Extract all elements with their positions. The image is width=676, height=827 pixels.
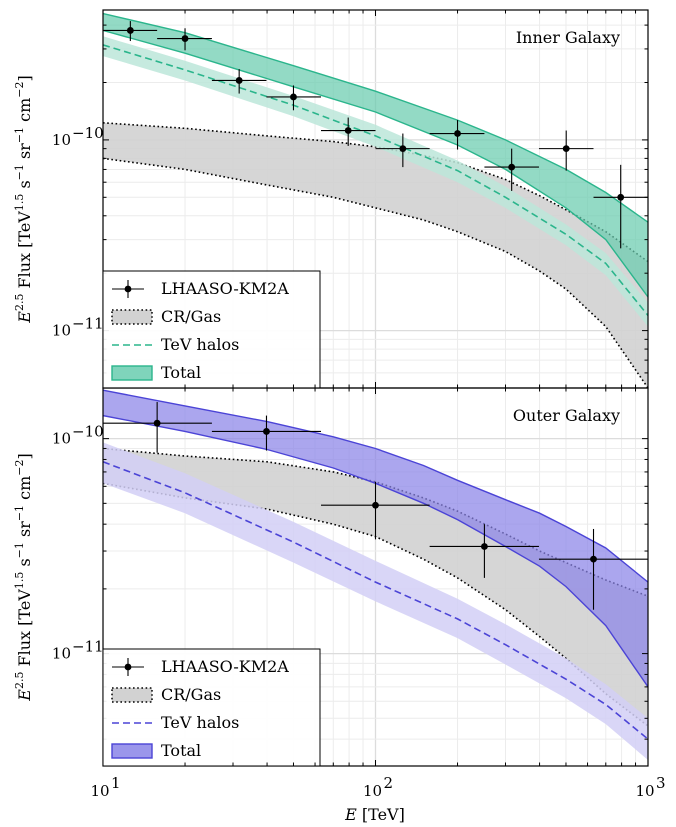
inner-data-point bbox=[429, 120, 485, 150]
outer-data-point bbox=[321, 481, 430, 540]
inner-data-point bbox=[484, 148, 539, 191]
inner-data-points bbox=[103, 21, 648, 249]
data-marker bbox=[454, 130, 461, 137]
inner-data-point bbox=[157, 28, 212, 51]
inner-total-fill bbox=[103, 13, 648, 297]
legend-item-tev-halos: TeV halos bbox=[112, 335, 239, 354]
inner-tev-halos bbox=[103, 36, 648, 327]
inner-panel-title: Inner Galaxy bbox=[516, 28, 620, 47]
inner-tev-halos-line bbox=[103, 44, 648, 317]
x-tick-label: 10 bbox=[363, 782, 382, 800]
outer-data-point bbox=[429, 524, 539, 578]
legend-item-crgas: CR/Gas bbox=[111, 307, 221, 326]
outer-tev-halos-band bbox=[103, 442, 648, 760]
data-marker bbox=[153, 419, 161, 427]
data-marker bbox=[181, 35, 189, 42]
outer-y-axis-label: E2.5 Flux [TeV1.5 s−1 sr−1 cm−2] bbox=[13, 453, 34, 701]
inner-y-axis-label: E2.5 Flux [TeV1.5 s−1 sr−1 cm−2] bbox=[13, 75, 34, 323]
y-tick-exponent: −10 bbox=[72, 423, 104, 441]
inner-legend: LHAASO-KM2A CR/Gas TeV halos Total bbox=[102, 270, 321, 389]
x-axis-label: E [TeV] bbox=[344, 805, 405, 824]
data-marker bbox=[617, 193, 625, 201]
data-marker bbox=[290, 93, 297, 101]
data-marker bbox=[344, 127, 352, 134]
legend-label-lhaaso: LHAASO-KM2A bbox=[161, 279, 289, 298]
legend-item-lhaaso: LHAASO-KM2A bbox=[112, 279, 289, 298]
y-tick-label: 10 bbox=[52, 430, 71, 448]
y-tick-label: 10 bbox=[52, 131, 71, 149]
y-tick-exponent: −10 bbox=[72, 124, 104, 142]
data-marker bbox=[562, 145, 570, 153]
outer-total-lower-edge bbox=[103, 414, 648, 688]
legend-label-crgas: CR/Gas bbox=[161, 685, 221, 704]
inner-data-point bbox=[103, 21, 158, 42]
inner-data-point bbox=[375, 133, 430, 168]
data-marker bbox=[481, 543, 488, 550]
inner-data-point bbox=[593, 164, 648, 249]
x-tick-label: 10 bbox=[90, 782, 109, 800]
x-tick-exponent: 2 bbox=[384, 774, 394, 792]
legend-item-total: Total bbox=[111, 363, 201, 382]
y-tick-label: 10 bbox=[52, 322, 71, 340]
inner-total-upper-edge bbox=[103, 12, 648, 223]
x-tick-label: 10 bbox=[635, 782, 654, 800]
outer-data-point bbox=[103, 402, 212, 453]
legend-label-crgas: CR/Gas bbox=[161, 307, 221, 326]
legend-item-crgas: CR/Gas bbox=[111, 685, 221, 704]
outer-data-points bbox=[103, 402, 648, 610]
legend-label-tev-halos: TeV halos bbox=[161, 335, 239, 354]
outer-panel-title: Outer Galaxy bbox=[513, 406, 620, 425]
data-marker bbox=[126, 27, 134, 34]
x-axis-label-symbol: E bbox=[344, 805, 357, 824]
y-tick-label: 10 bbox=[52, 645, 71, 663]
x-tick-exponent: 3 bbox=[656, 774, 666, 792]
outer-legend: LHAASO-KM2A CR/Gas TeV halos Total bbox=[102, 648, 321, 767]
data-marker bbox=[263, 428, 270, 435]
data-marker bbox=[590, 555, 597, 563]
legend-label-lhaaso: LHAASO-KM2A bbox=[161, 657, 289, 676]
x-axis-label-unit: [TeV] bbox=[357, 805, 405, 824]
inner-data-point bbox=[266, 85, 322, 111]
inner-data-point bbox=[538, 130, 594, 171]
data-marker bbox=[235, 77, 243, 84]
data-marker bbox=[372, 501, 379, 509]
legend-item-total: Total bbox=[111, 741, 201, 760]
legend-item-tev-halos: TeV halos bbox=[112, 713, 239, 732]
outer-data-point bbox=[538, 528, 648, 610]
legend-label-total: Total bbox=[161, 741, 201, 760]
x-ticks: 10 1 10 2 10 3 bbox=[90, 10, 666, 800]
outer-data-point bbox=[211, 415, 322, 451]
legend-label-total: Total bbox=[161, 363, 201, 382]
data-marker bbox=[399, 145, 407, 153]
data-marker bbox=[508, 163, 516, 171]
outer-total-upper-edge bbox=[103, 389, 648, 583]
outer-tev-halos-line bbox=[103, 461, 648, 740]
inner-data-point bbox=[321, 117, 376, 146]
inner-tev-halos-band bbox=[103, 36, 648, 327]
x-tick-exponent: 1 bbox=[111, 774, 121, 792]
y-tick-exponent: −11 bbox=[72, 315, 104, 333]
legend-label-tev-halos: TeV halos bbox=[161, 713, 239, 732]
legend-item-lhaaso: LHAASO-KM2A bbox=[112, 657, 289, 676]
inner-crgas-lower-edge bbox=[103, 157, 648, 388]
outer-tev-halos bbox=[103, 442, 648, 760]
y-tick-exponent: −11 bbox=[72, 638, 104, 656]
inner-data-point bbox=[211, 69, 267, 94]
